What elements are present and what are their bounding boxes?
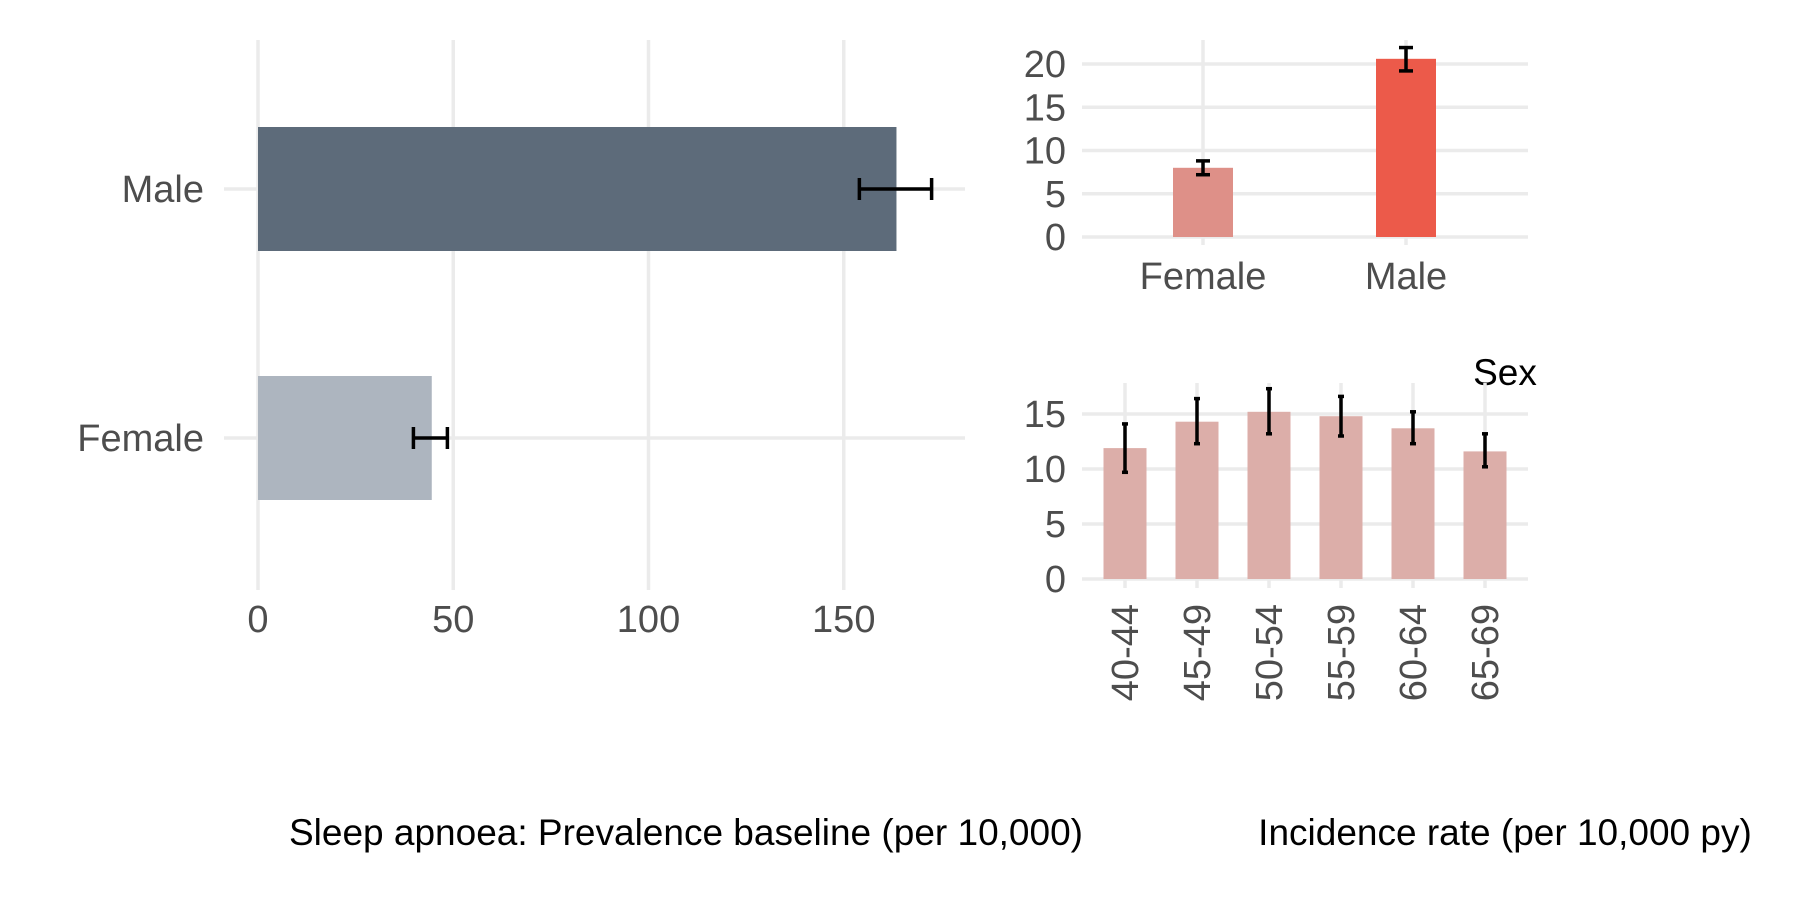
incidence-age-error-bars — [1122, 386, 1488, 475]
incidence-sex-y-tick-label: 15 — [1024, 87, 1066, 129]
incidence-sex-error-bars — [1196, 45, 1413, 177]
prevalence-bar — [258, 376, 432, 500]
incidence-age-x-axis-title: Incidence rate (per 10,000 py) — [1258, 812, 1752, 853]
incidence-sex-bar — [1376, 58, 1436, 238]
prevalence-x-tick-label: 50 — [432, 599, 474, 641]
incidence-sex-x-axis-title: Sex — [1473, 352, 1537, 393]
incidence-age-bar — [1319, 416, 1363, 579]
incidence-sex-x-tick-label: Female — [1140, 256, 1267, 298]
incidence-sex-grid — [1082, 40, 1528, 245]
incidence-age-x-tick-label: 40-44 — [1105, 604, 1147, 701]
incidence-age-tick-labels: 0 5 10 15 40-44 45-49 50-54 55-59 60-64 65-69 — [1024, 394, 1507, 701]
incidence-sex-bars — [1173, 58, 1436, 238]
prevalence-tick-labels: 0 50 100 150 Female Male — [77, 169, 875, 641]
incidence-age-x-tick-label: 60-64 — [1393, 604, 1435, 701]
incidence-sex-x-tick-label: Male — [1365, 256, 1447, 298]
prevalence-x-tick-label: 0 — [247, 599, 268, 641]
incidence-sex-bar — [1173, 167, 1233, 237]
prevalence-bars — [258, 127, 897, 500]
incidence-age-bar — [1463, 451, 1507, 579]
incidence-age-bar — [1391, 428, 1435, 579]
incidence-age-bars — [1103, 411, 1507, 579]
prevalence-bar — [258, 127, 897, 251]
incidence-age-bar — [1247, 411, 1291, 579]
incidence-sex-y-tick-label: 0 — [1045, 217, 1066, 259]
incidence-sex-y-tick-label: 20 — [1024, 44, 1066, 86]
incidence-age-grid — [1082, 383, 1528, 588]
prevalence-category-label: Male — [122, 169, 204, 211]
incidence-age-y-tick-label: 15 — [1024, 394, 1066, 436]
incidence-age-x-tick-label: 65-69 — [1465, 604, 1507, 701]
prevalence-x-tick-label: 100 — [617, 599, 680, 641]
incidence-sex-y-tick-label: 5 — [1045, 174, 1066, 216]
incidence-age-x-tick-label: 50-54 — [1249, 604, 1291, 701]
incidence-age-y-tick-label: 0 — [1045, 559, 1066, 601]
incidence-age-x-tick-label: 45-49 — [1177, 604, 1219, 701]
prevalence-grid — [224, 40, 965, 590]
incidence-age-y-tick-label: 5 — [1045, 504, 1066, 546]
incidence-age-x-tick-label: 55-59 — [1321, 604, 1363, 701]
incidence-age-panel: 0 5 10 15 40-44 45-49 50-54 55-59 60-64 65-69 Inc… — [1024, 383, 1752, 853]
incidence-sex-y-tick-label: 10 — [1024, 131, 1066, 173]
incidence-age-y-tick-label: 10 — [1024, 449, 1066, 491]
prevalence-category-label: Female — [77, 418, 204, 460]
incidence-age-bar — [1175, 421, 1219, 579]
prevalence-error-bars — [411, 178, 934, 449]
prevalence-x-axis-title: Sleep apnoea: Prevalence baseline (per 1… — [289, 812, 1083, 853]
prevalence-x-tick-label: 150 — [812, 599, 875, 641]
